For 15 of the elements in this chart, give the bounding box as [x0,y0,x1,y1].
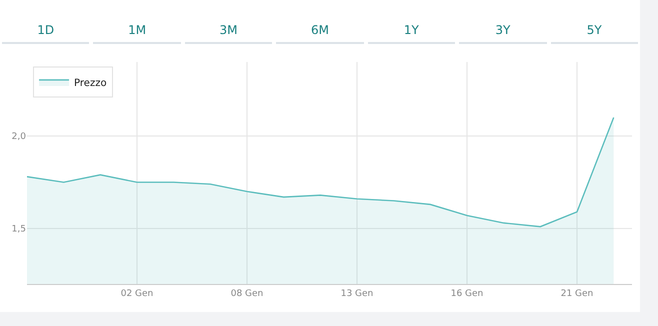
x-tick-label: 13 Gen [340,288,374,299]
x-tick-label: 21 Gen [560,288,594,299]
x-tick-label: 02 Gen [120,288,154,299]
text: 3M [184,20,272,44]
text: 1Y [368,20,456,44]
y-tick-label: 1,5 [12,224,26,235]
text: 3Y [459,20,547,44]
x-tick-label: 16 Gen [450,288,484,299]
text: 5Y [550,20,638,44]
text: 1M [93,20,181,44]
y-tick-label: 2,0 [12,132,26,142]
text: 6M [276,20,364,44]
x-tick-label: 08 Gen [230,288,264,299]
text: 1D [2,20,90,44]
legend-label: Prezzo [74,78,107,89]
